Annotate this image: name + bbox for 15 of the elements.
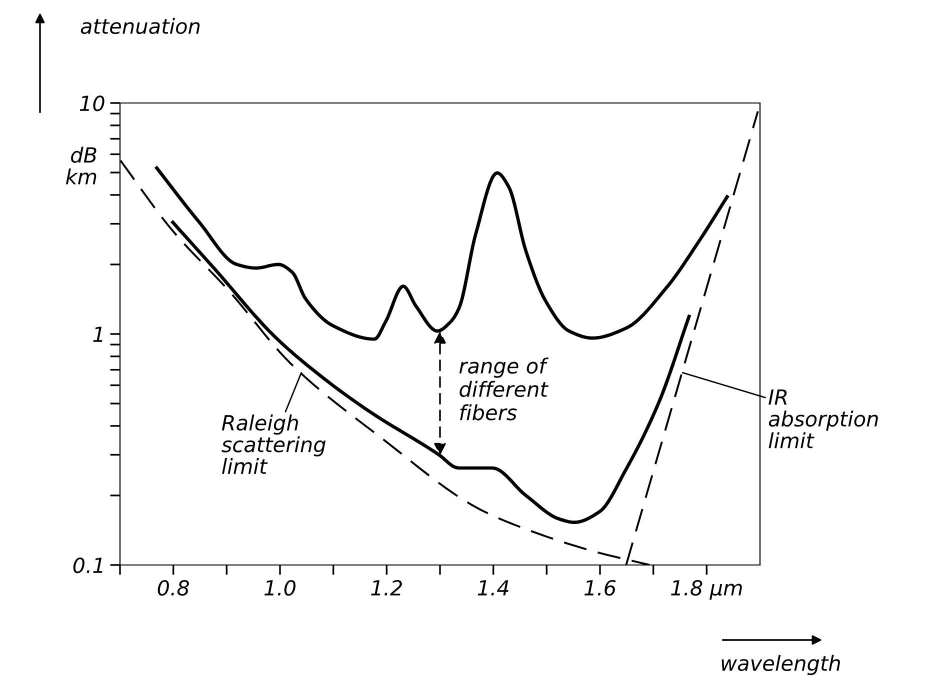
y-tick-label: 0.1 <box>73 557 102 574</box>
x-tick-label: 1.8 µm <box>671 580 742 600</box>
y-tick-label: 10 <box>80 95 104 112</box>
text: dB km <box>66 146 96 184</box>
x-tick-label: 1.0 <box>264 580 296 596</box>
x-axis-title: wavelength <box>722 654 840 676</box>
x-tick-label: 1.2 <box>371 580 402 596</box>
annotation: Raleigh scattering limit <box>222 414 326 474</box>
y-axis-title: attenuation <box>80 18 200 34</box>
annotation: IR absorption limit <box>768 389 878 448</box>
y-tick-label: 1 <box>93 326 102 342</box>
x-tick-label: 0.8 <box>158 580 189 596</box>
annotation: range of different fibers <box>459 358 549 420</box>
x-tick-label: 1.4 <box>478 580 508 596</box>
x-tick-label: 1.6 <box>584 580 616 596</box>
